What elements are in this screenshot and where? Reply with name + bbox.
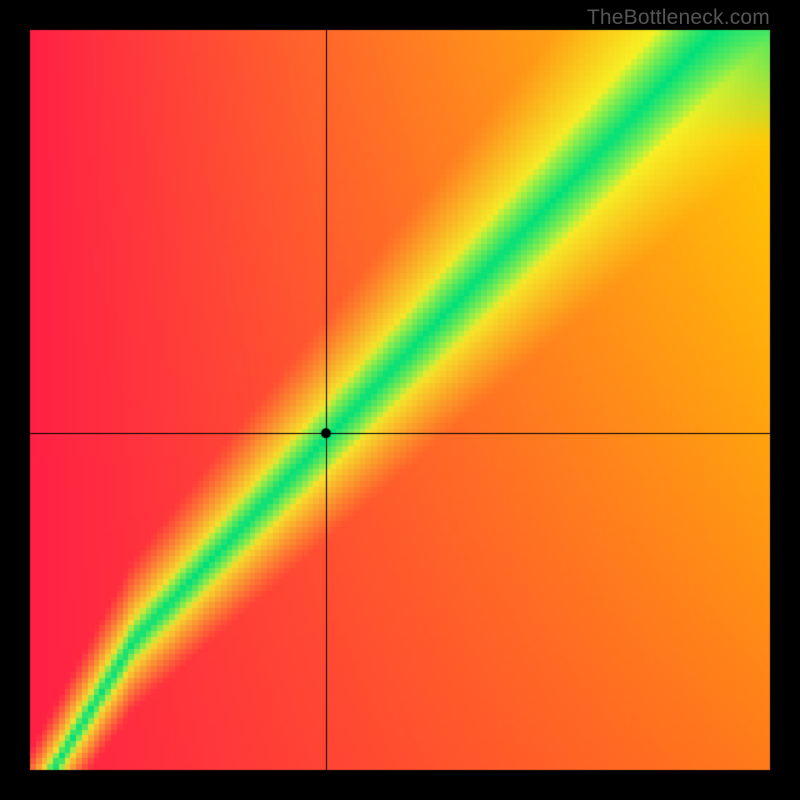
- heatmap-canvas: [0, 0, 800, 800]
- chart-container: TheBottleneck.com: [0, 0, 800, 800]
- watermark-text: TheBottleneck.com: [587, 6, 770, 30]
